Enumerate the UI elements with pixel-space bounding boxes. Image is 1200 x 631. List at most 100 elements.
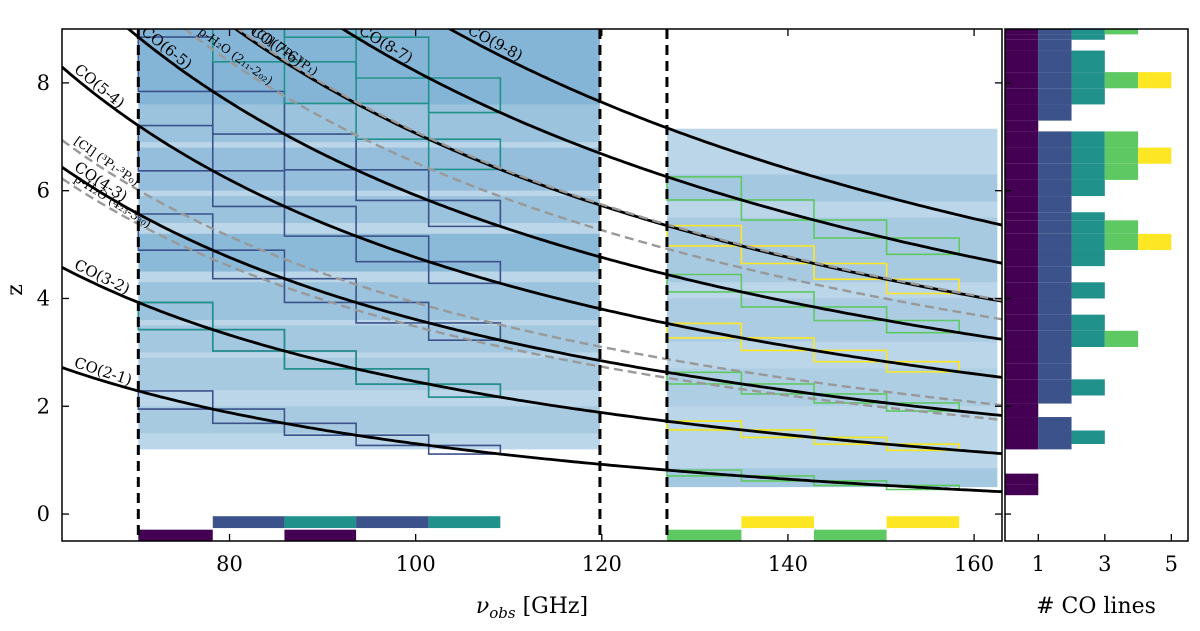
side-bar-segment [1038, 417, 1072, 431]
side-axes: 1 3 5 [1004, 28, 1189, 576]
line-curve [62, 266, 1002, 455]
side-bar-segment [1005, 282, 1039, 299]
side-bar-segment [1005, 39, 1039, 51]
side-bar-segment [1038, 346, 1072, 364]
side-bar-segment [1005, 50, 1039, 73]
side-bar-segment [1005, 314, 1039, 331]
side-bar-segment [1104, 330, 1139, 347]
line-curve [126, 29, 1002, 341]
side-bar-segment [1005, 88, 1039, 105]
side-bar-segment [1038, 163, 1072, 180]
side-bars [1005, 29, 1172, 496]
tuning-bar [356, 516, 429, 529]
tuning-bar [284, 529, 357, 542]
line-curve [447, 29, 1002, 227]
side-bar-segment [1038, 282, 1072, 299]
side-bar-segment [1104, 72, 1139, 89]
coverage-strip [666, 174, 998, 202]
side-x-axis-title: # CO lines [1036, 594, 1156, 619]
side-bar-segment [1104, 220, 1139, 234]
y-axis-title: z [3, 284, 28, 296]
side-bar-segment [1005, 131, 1039, 148]
side-bar-segment [1005, 395, 1039, 404]
y-tick-label: 2 [37, 394, 50, 418]
tuning-bar [741, 516, 814, 529]
side-bar-segment [1038, 298, 1072, 315]
side-bar-segment [1005, 417, 1039, 431]
tuning-bar [212, 516, 285, 529]
line-curve [236, 29, 1002, 302]
side-bar-segment [1038, 34, 1072, 40]
side-bar-segment [1071, 233, 1105, 250]
tuning-bar [284, 516, 357, 529]
side-bar-segment [1005, 473, 1039, 485]
line-curves [62, 29, 1002, 494]
side-bar-segment [1071, 220, 1105, 234]
side-bar-segment [1138, 147, 1172, 164]
side-bar-segment [1038, 443, 1072, 450]
side-bar-segment [1005, 484, 1039, 496]
y-tick-label: 6 [37, 179, 50, 203]
side-bar-segment [1005, 34, 1039, 40]
side-x-tick-label: 5 [1165, 552, 1178, 576]
side-bar-segment [1071, 430, 1105, 444]
side-bar-segment [1005, 120, 1039, 132]
side-panel: 1 3 5 [1004, 28, 1189, 576]
side-bar-segment [1071, 379, 1105, 396]
side-bar-segment [1038, 363, 1072, 380]
line-curve [62, 177, 1002, 421]
side-bar-segment [1005, 29, 1039, 35]
side-bar-segment [1038, 395, 1072, 404]
side-bar-segment [1005, 104, 1039, 121]
side-bar-segment [1038, 266, 1072, 283]
y-tick-label: 8 [37, 71, 50, 95]
x-tick-label: 100 [396, 552, 436, 576]
line-curve [340, 29, 1002, 265]
line-curve [182, 29, 1002, 321]
side-frame [1004, 28, 1189, 542]
side-bar-segment [1005, 443, 1039, 450]
side-bar-segment [1104, 131, 1139, 148]
coverage-band-high-low [666, 468, 998, 488]
side-bar-segment [1071, 34, 1105, 40]
side-bar-segment [1038, 196, 1072, 213]
side-bar-segment [1005, 363, 1039, 380]
line-curve [62, 139, 1002, 407]
side-bar-segment [1038, 379, 1072, 396]
coverage-strip [138, 406, 600, 434]
side-bar-segment [1005, 196, 1039, 213]
side-bar-segment [1138, 233, 1172, 250]
side-bar-segment [1005, 330, 1039, 347]
y-tick-label: 0 [37, 502, 50, 526]
line-curve [62, 166, 1002, 417]
x-tick-label: 80 [216, 552, 243, 576]
x-axis-title: νobs [GHz] [476, 594, 588, 622]
line-curve [62, 366, 1002, 494]
coverage-strip [666, 368, 998, 407]
main-frame [61, 28, 1003, 542]
side-bar-segment [1071, 131, 1105, 148]
coverage-strip [138, 357, 600, 391]
side-bar-segment [1038, 88, 1072, 105]
line-label: CO(5-4) [71, 60, 129, 112]
side-bar-segment [1005, 403, 1039, 418]
side-x-tick-label: 1 [1032, 552, 1045, 576]
side-bar-segment [1071, 29, 1105, 35]
tuning-bar [428, 516, 501, 529]
side-bar-segment [1071, 330, 1105, 347]
side-bar-segment [1005, 346, 1039, 364]
side-bar-segment [1071, 50, 1105, 73]
main-panel: CO(2-1)CO(3-2)CO(4-3)CO(5-4)CO(6-5) CO(7-… [37, 28, 1003, 576]
side-bar-segment [1071, 179, 1105, 197]
side-bar-segment [1005, 212, 1039, 221]
side-bar-segment [1005, 179, 1039, 197]
x-tick-label: 140 [768, 552, 808, 576]
side-bar-segment [1005, 430, 1039, 444]
side-bar-segment [1038, 314, 1072, 331]
side-bar-segment [1071, 163, 1105, 180]
side-bar-segment [1138, 72, 1172, 89]
side-bar-segment [1005, 379, 1039, 396]
side-bar-segment [1038, 72, 1072, 89]
